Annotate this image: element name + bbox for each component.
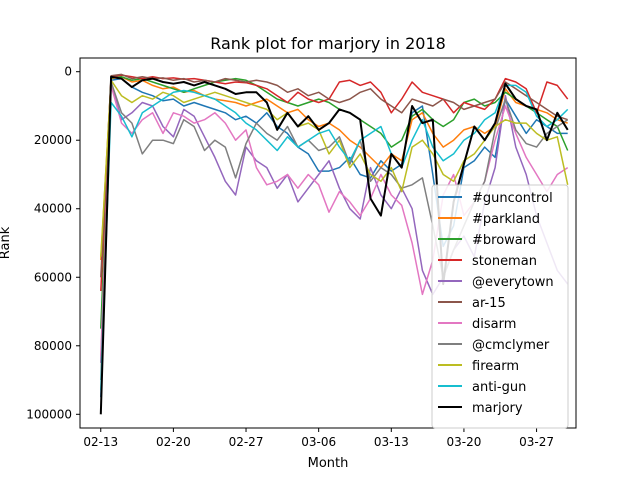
legend-label: disarm — [472, 317, 516, 332]
y-axis-label: Rank — [0, 226, 13, 259]
y-tick-label: 60000 — [34, 270, 72, 284]
series-line-ar-15 — [100, 73, 568, 278]
series-line-disarm — [100, 84, 569, 357]
x-tick-label: 02-20 — [156, 435, 191, 449]
x-tick-label: 03-06 — [301, 435, 336, 449]
y-tick-label: 0 — [64, 65, 72, 79]
x-tick-label: 02-27 — [229, 435, 264, 449]
plot-area-frame — [79, 57, 577, 429]
legend-label: marjory — [472, 401, 523, 416]
legend: #guncontrol #parkland #broward stoneman @eve… — [431, 184, 569, 429]
chart-title: Rank plot for marjory in 2018 — [210, 34, 446, 53]
y-tick-label: 100000 — [26, 407, 72, 421]
legend-label: #guncontrol — [472, 191, 553, 206]
legend-label: ar-15 — [472, 296, 506, 311]
y-tick-label: 40000 — [34, 202, 72, 216]
axes-group: 02-13 02-20 02-27 03-06 03-13 03-20 03-27 0 2000… — [26, 57, 577, 449]
x-tick-label: 03-27 — [519, 435, 554, 449]
series-line-marjory — [99, 75, 569, 415]
y-tick-label: 20000 — [34, 133, 72, 147]
legend-label: @everytown — [472, 275, 554, 290]
legend-label: firearm — [472, 359, 519, 374]
series-group — [99, 73, 569, 415]
legend-label: anti-gun — [472, 380, 526, 395]
legend-label: #parkland — [472, 212, 540, 227]
y-tick-label: 80000 — [34, 339, 72, 353]
x-tick-label: 03-20 — [446, 435, 481, 449]
x-tick-label: 03-13 — [374, 435, 409, 449]
series-line-stoneman — [100, 74, 569, 292]
series-line-cmclymer — [100, 81, 569, 381]
legend-label: #broward — [472, 233, 536, 248]
x-axis-label: Month — [308, 456, 349, 471]
series-line-anti-gun — [100, 84, 569, 391]
x-tick-label: 02-13 — [83, 435, 118, 449]
legend-label: @cmclymer — [472, 338, 550, 353]
legend-box — [431, 184, 569, 429]
legend-label: stoneman — [472, 254, 537, 269]
